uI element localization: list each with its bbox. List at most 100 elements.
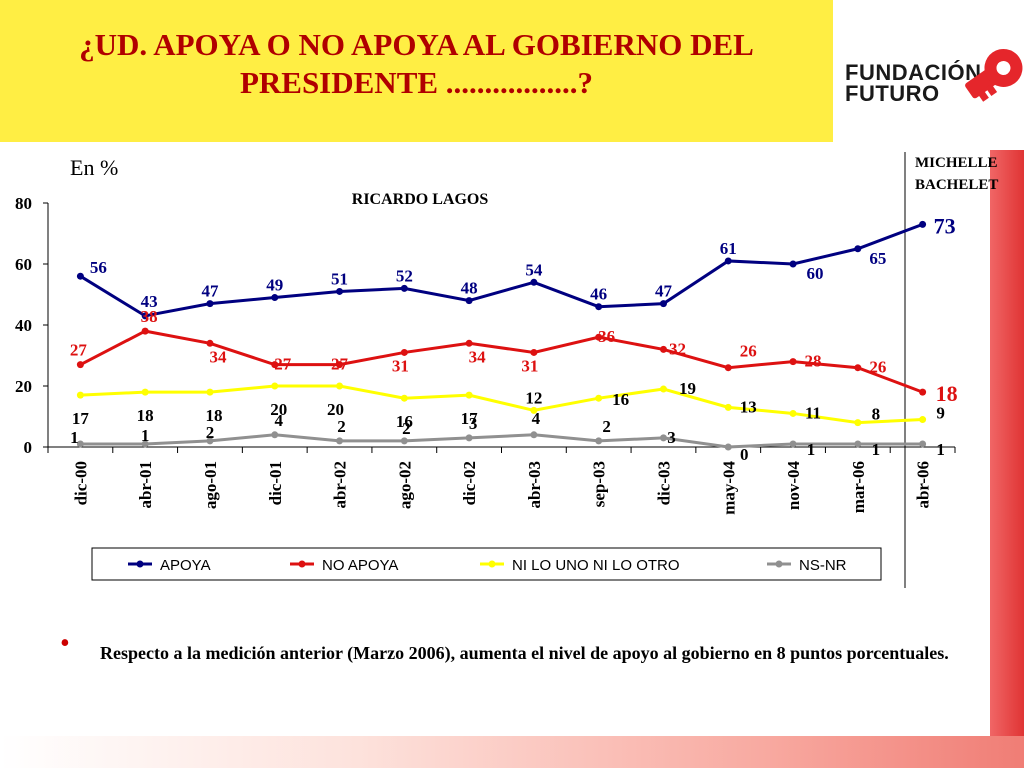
data-point (919, 388, 927, 396)
data-point (206, 437, 214, 445)
logo-text: FUNDACIÓN FUTURO (845, 60, 982, 105)
data-label: 60 (807, 264, 824, 283)
y-tick-label: 80 (15, 194, 32, 213)
data-point (465, 339, 473, 347)
data-point (400, 348, 408, 356)
x-tick-label: abr-01 (136, 461, 155, 509)
data-label: 1 (141, 426, 150, 445)
data-point (854, 440, 862, 448)
data-label: 8 (872, 405, 881, 424)
data-point (724, 364, 732, 372)
series-line (80, 433, 923, 449)
data-point (400, 284, 408, 292)
data-label: 27 (274, 355, 292, 374)
logo-line-1: FUNDACIÓN (845, 60, 982, 85)
data-point (400, 437, 408, 445)
data-label: 46 (590, 285, 607, 304)
legend-label: NS-NR (799, 557, 847, 574)
bachelet-line-1: MICHELLE (915, 155, 998, 171)
data-label: 2 (337, 417, 346, 436)
data-point (530, 406, 538, 414)
data-point (724, 443, 732, 451)
y-tick-label: 40 (15, 316, 32, 335)
x-tick-label: abr-06 (914, 461, 933, 509)
x-tick-label: abr-02 (331, 461, 350, 509)
data-point (76, 272, 84, 280)
x-tick-label: abr-03 (525, 461, 544, 509)
legend-label: NO APOYA (322, 557, 398, 574)
x-tick-label: dic-01 (266, 461, 285, 505)
page-title: ¿UD. APOYA O NO APOYA AL GOBIERNO DEL PR… (79, 27, 754, 100)
data-label: 1 (936, 440, 945, 459)
x-tick-label: may-04 (719, 461, 738, 515)
data-label: 32 (669, 339, 686, 358)
data-label: 1 (807, 440, 816, 459)
data-label: 34 (209, 347, 227, 366)
data-label: 16 (396, 412, 413, 431)
data-label: 48 (461, 279, 478, 298)
y-tick-label: 0 (24, 438, 33, 457)
data-label: 31 (392, 356, 409, 375)
data-point (271, 382, 279, 390)
data-point (141, 312, 149, 320)
x-tick-label: ago-02 (395, 461, 414, 509)
key-logo-icon (965, 48, 1023, 102)
bullet-icon: • (60, 628, 70, 659)
legend-marker (775, 560, 783, 568)
data-point (595, 303, 603, 311)
data-point (336, 361, 344, 369)
data-point (336, 287, 344, 295)
data-point (76, 440, 84, 448)
data-point (271, 361, 279, 369)
data-label: 16 (612, 390, 629, 409)
unit-label: En % (70, 155, 119, 180)
data-point (789, 440, 797, 448)
series-line (79, 329, 924, 394)
data-label: 61 (720, 239, 737, 258)
data-label: 20 (327, 400, 344, 419)
data-point (724, 403, 732, 411)
data-point (919, 440, 927, 448)
data-point (206, 339, 214, 347)
data-label: 11 (805, 403, 821, 422)
data-label: 1 (872, 440, 881, 459)
data-point (724, 257, 732, 265)
data-point (465, 297, 473, 305)
data-label: 19 (679, 379, 696, 398)
data-label: 65 (869, 249, 886, 268)
data-point (595, 333, 603, 341)
data-point (530, 278, 538, 286)
period-label-bachelet: MICHELLE BACHELET (915, 152, 998, 196)
data-point (530, 431, 538, 439)
data-point (659, 300, 667, 308)
data-point (206, 300, 214, 308)
data-label: 3 (667, 428, 676, 447)
data-label: 9 (936, 404, 945, 423)
data-label: 18 (205, 406, 222, 425)
data-label: 3 (469, 414, 478, 433)
x-tick-label: nov-04 (784, 461, 803, 511)
data-point (854, 364, 862, 372)
data-point (659, 345, 667, 353)
data-point (400, 394, 408, 402)
legend-marker (136, 560, 144, 568)
data-point (789, 358, 797, 366)
data-label: 27 (331, 355, 349, 374)
data-label: 2 (402, 419, 411, 438)
data-point (659, 385, 667, 393)
data-point (336, 382, 344, 390)
legend-marker (298, 560, 306, 568)
data-label: 4 (532, 409, 541, 428)
data-point (595, 394, 603, 402)
data-label: 17 (461, 409, 479, 428)
series-line (80, 384, 923, 425)
data-label: 28 (805, 352, 822, 371)
data-point (206, 388, 214, 396)
data-label: 36 (598, 327, 615, 346)
legend-label: APOYA (160, 557, 211, 574)
data-label: 2 (206, 423, 215, 442)
data-label: 13 (740, 397, 757, 416)
data-label: 18 (137, 406, 154, 425)
x-tick-label: dic-00 (71, 461, 90, 505)
data-label: 27 (70, 341, 88, 360)
